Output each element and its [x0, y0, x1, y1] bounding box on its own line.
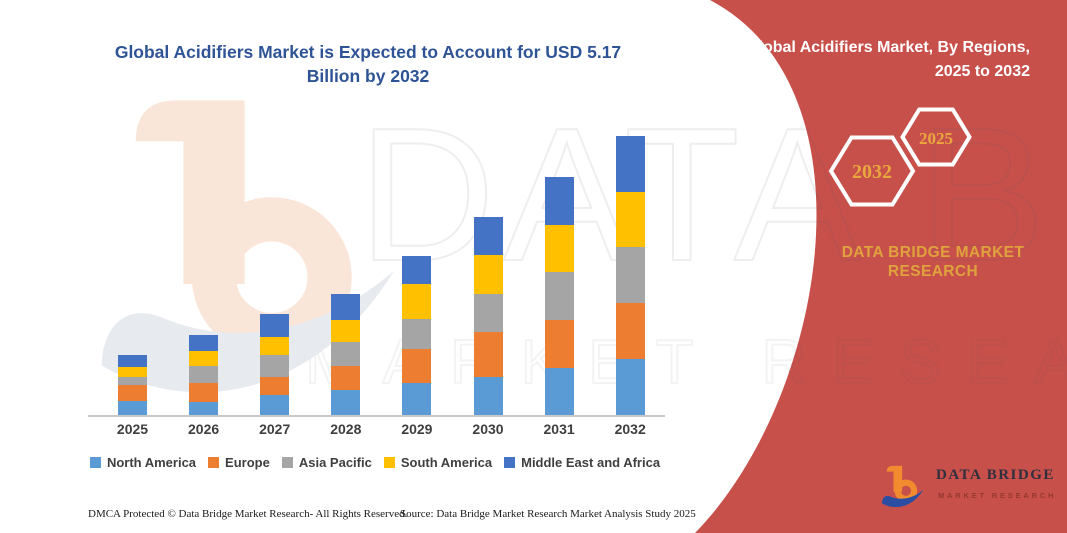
- bar-segment-asia-pacific: [473, 293, 503, 332]
- bar-segment-north-america: [473, 377, 503, 415]
- footer-source-text: Source: Data Bridge Market Research Mark…: [400, 508, 696, 520]
- legend-label: North America: [106, 455, 197, 470]
- bar-segment-south-america: [189, 350, 219, 366]
- x-axis-label-2025: 2025: [116, 421, 149, 437]
- legend-swatch: [208, 457, 220, 468]
- x-axis-label-2029: 2029: [401, 421, 433, 437]
- bar-segment-north-america: [118, 401, 147, 415]
- legend-swatch: [383, 457, 395, 468]
- legend-swatch: [89, 457, 101, 468]
- x-axis-label-2032: 2032: [614, 421, 646, 437]
- bar-segment-south-america: [331, 319, 361, 342]
- brand-wordmark-gold: DATA BRIDGE MARKET RESEARCH: [823, 243, 1043, 281]
- hexagon-2032: [828, 135, 916, 207]
- hexagon-2025: [900, 107, 972, 167]
- legend-item-south-america: South America: [383, 455, 493, 470]
- stacked-bar-2027: [260, 314, 290, 415]
- legend-label: South America: [400, 455, 493, 470]
- legend-label: Europe: [225, 455, 270, 470]
- footer-logo-name: DATA BRIDGE: [936, 467, 1055, 483]
- bar-segment-middle-east-and-africa: [331, 294, 361, 320]
- bar-segment-south-america: [402, 284, 432, 320]
- legend-item-north-america: North America: [89, 455, 197, 470]
- bar-segment-europe: [402, 349, 432, 383]
- hexagon-2025-label: 2025: [919, 129, 953, 148]
- bar-segment-asia-pacific: [615, 247, 645, 304]
- hexagon-2032-label: 2032: [852, 161, 892, 183]
- legend-swatch: [504, 457, 516, 468]
- bar-segment-north-america: [260, 394, 290, 415]
- bar-segment-europe: [544, 320, 574, 368]
- legend-label: Middle East and Africa: [521, 455, 661, 470]
- footer-logo-subtext: MARKET RESEARCH: [938, 491, 1057, 500]
- legend-item-europe: Europe: [208, 455, 270, 470]
- chart-title: Global Acidifiers Market is Expected to …: [88, 40, 648, 88]
- bar-segment-middle-east-and-africa: [402, 256, 432, 285]
- bar-segment-north-america: [615, 358, 645, 415]
- bar-segment-south-america: [544, 224, 574, 272]
- bar-segment-north-america: [189, 401, 219, 415]
- bar-segment-asia-pacific: [260, 355, 290, 378]
- bar-segment-middle-east-and-africa: [544, 176, 574, 225]
- bar-segment-middle-east-and-africa: [615, 136, 645, 192]
- bar-segment-europe: [615, 303, 645, 359]
- x-axis-labels: 2025 2026 2027 2028 2029 2030 2031 2032: [88, 421, 665, 439]
- brand-wordmark-line2: RESEARCH: [887, 263, 979, 280]
- legend-item-middle-east-and-africa: Middle East and Africa: [504, 455, 660, 470]
- bar-segment-middle-east-and-africa: [189, 335, 219, 351]
- year-hexagons: 2032 2025: [828, 107, 972, 207]
- stacked-bar-2029: [402, 256, 432, 415]
- stacked-bar-2031: [544, 176, 574, 415]
- bar-segment-asia-pacific: [544, 271, 574, 321]
- plot-area: [88, 118, 665, 417]
- bar-segment-south-america: [473, 255, 503, 294]
- chart-title-line1: Global Acidifiers Market is Expected to …: [114, 42, 622, 62]
- bar-segment-europe: [118, 384, 147, 401]
- banner-title-line1: Global Acidifiers Market, By Regions,: [746, 39, 1030, 56]
- bar-segment-north-america: [402, 382, 432, 415]
- stacked-bar-2025: [118, 355, 147, 415]
- stacked-bar-2032: [615, 136, 645, 415]
- legend-swatch: [281, 457, 293, 468]
- bar-segment-south-america: [118, 366, 147, 377]
- x-axis-label-2028: 2028: [330, 421, 362, 437]
- banner-title-line2: 2025 to 2032: [934, 63, 1030, 80]
- x-axis-label-2026: 2026: [188, 421, 220, 437]
- stacked-bar-2026: [189, 335, 219, 415]
- bar-segment-north-america: [331, 389, 361, 415]
- stacked-bar-2028: [331, 294, 361, 415]
- chart-title-line2: Billion by 2032: [306, 66, 430, 86]
- footer-logo-b-icon: [881, 465, 924, 508]
- bar-segment-middle-east-and-africa: [473, 216, 503, 256]
- x-axis-label-2027: 2027: [259, 421, 291, 437]
- bar-segment-europe: [189, 383, 219, 402]
- legend: North America Europe Asia Pacific South Ame…: [70, 455, 680, 470]
- bar-segment-middle-east-and-africa: [118, 355, 147, 367]
- bar-segment-europe: [331, 365, 361, 390]
- stacked-bar-2030: [473, 216, 503, 415]
- bar-segment-south-america: [615, 191, 645, 248]
- bar-segment-asia-pacific: [189, 365, 219, 384]
- bar-segment-asia-pacific: [118, 376, 147, 385]
- legend-label: Asia Pacific: [298, 455, 372, 470]
- bar-segment-asia-pacific: [331, 341, 361, 366]
- legend-item-asia-pacific: Asia Pacific: [281, 455, 372, 470]
- brand-wordmark-line1: DATA BRIDGE MARKET: [841, 244, 1025, 261]
- footer-dmca-text: DMCA Protected © Data Bridge Market Rese…: [88, 508, 408, 520]
- banner-title: Global Acidifiers Market, By Regions, 20…: [710, 36, 1030, 84]
- x-axis-label-2030: 2030: [472, 421, 504, 437]
- bar-segment-north-america: [544, 367, 574, 415]
- bar-segment-south-america: [260, 336, 290, 356]
- bar-segment-asia-pacific: [402, 319, 432, 350]
- bar-segment-europe: [473, 332, 503, 378]
- bar-segment-europe: [260, 377, 290, 395]
- x-axis-label-2031: 2031: [543, 421, 575, 437]
- bar-segment-middle-east-and-africa: [260, 314, 290, 337]
